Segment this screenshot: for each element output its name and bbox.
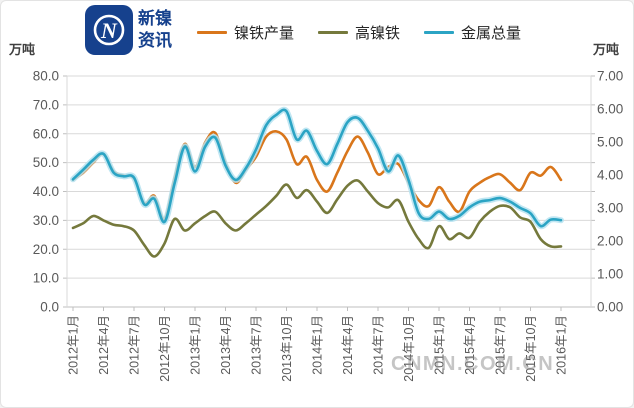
x-axis-tick-label: 2013年7月 [250,315,264,375]
x-axis-tick-label: 2012年7月 [128,315,142,375]
left-axis-unit-label: 万吨 [9,42,36,57]
y-axis-tick-label-left: 10.0 [33,271,59,286]
series-line-high-nickel-iron [71,179,563,258]
x-axis-tick-label: 2012年1月 [67,315,81,375]
y-axis-tick-label-right: 0.00 [597,300,623,315]
brand-name: 新镍 资讯 [138,8,172,52]
x-axis-tick-label: 2015年1月 [433,315,447,375]
x-axis-tick-label: 2015年7月 [494,315,508,375]
y-axis-tick-label-left: 0.0 [40,300,59,315]
x-axis-tick-label: 2014年1月 [311,315,325,375]
right-axis-unit-label: 万吨 [593,42,620,57]
x-axis-tick-label: 2015年10月 [524,315,538,382]
y-axis-tick-label-right: 5.00 [597,135,623,150]
y-axis-tick-label-left: 20.0 [33,242,59,257]
x-axis-tick-label: 2014年7月 [372,315,386,375]
series-line-total-metal-halo [70,106,564,230]
x-axis-tick-label: 2013年4月 [219,315,233,375]
y-axis-tick-label-right: 1.00 [597,267,623,282]
y-axis-tick-label-left: 80.0 [33,69,59,84]
y-axis-tick-label-right: 2.00 [597,234,623,249]
y-axis-tick-label-left: 70.0 [33,97,59,112]
y-axis-tick-label-right: 3.00 [597,201,623,216]
legend-swatch-cyan [424,30,455,35]
x-axis-tick-label: 2012年10月 [158,315,172,382]
legend-item-high-nickel-iron: 高镍铁 [318,22,400,43]
x-axis-tick-label: 2014年4月 [341,315,355,375]
x-axis-tick-label: 2016年1月 [555,315,569,375]
x-axis-tick-label: 2015年4月 [463,315,477,375]
brand-name-line2: 资讯 [138,31,172,51]
y-axis-tick-label-left: 50.0 [33,155,59,170]
y-axis-tick-label-left: 30.0 [33,213,59,228]
legend-label: 金属总量 [461,25,522,42]
x-axis-tick-label: 2012年4月 [97,315,111,375]
y-axis-tick-label-right: 7.00 [597,69,623,84]
x-axis-tick-label: 2014年10月 [402,315,416,382]
x-axis-tick-label: 2013年1月 [189,315,203,375]
chart-legend: 镍铁产量 高镍铁 金属总量 [197,22,521,43]
y-axis-tick-label-left: 60.0 [33,126,59,141]
legend-item-total-metal: 金属总量 [424,22,521,43]
x-axis-tick-label: 2013年10月 [280,315,294,382]
svg-text:N: N [100,18,118,43]
brand-logo: N [85,5,133,55]
legend-label: 高镍铁 [355,25,401,42]
legend-item-nickel-iron-output: 镍铁产量 [197,22,294,43]
legend-swatch-olive [318,30,349,35]
y-axis-tick-label-right: 4.00 [597,168,623,183]
brand-name-line1: 新镍 [138,9,172,28]
legend-label: 镍铁产量 [234,25,295,42]
y-axis-tick-label-right: 6.00 [597,102,623,117]
nickel-news-logo-icon: N [85,5,133,55]
legend-swatch-orange [197,30,227,35]
watermark-text: CNMN.COM.CN [391,353,555,375]
y-axis-tick-label-left: 40.0 [33,184,59,199]
series-line-total-metal [71,108,563,228]
